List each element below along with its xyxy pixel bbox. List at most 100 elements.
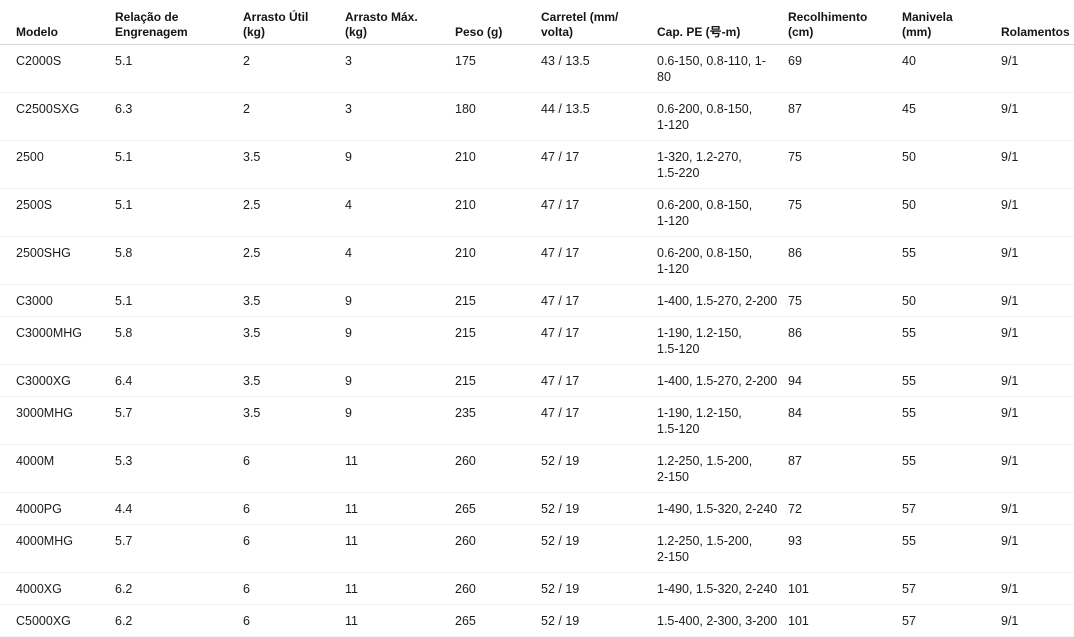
cell-modelo: C3000MHG: [0, 316, 115, 365]
column-header-relacao-engrenagem: Relação de Engrenagem: [115, 0, 243, 45]
cell-peso: 265: [455, 492, 541, 525]
cell-manivela: 57: [902, 492, 1001, 525]
column-header-arrasto-max: Arrasto Máx. (kg): [345, 0, 455, 45]
cell-arrasto-util: 2: [243, 92, 345, 141]
cell-peso: 210: [455, 236, 541, 285]
cell-peso: 260: [455, 572, 541, 605]
cell-recolhimento: 87: [788, 92, 902, 141]
cell-arrasto-max: 11: [345, 604, 455, 637]
cell-rolamentos: 9/1: [1001, 316, 1074, 365]
cell-relacao-engrenagem: 5.7: [115, 396, 243, 445]
cell-relacao-engrenagem: 5.1: [115, 188, 243, 237]
table-row: 4000MHG 5.7 6 11 260 52 / 19 1.2-250, 1.5-200,…: [0, 524, 1074, 573]
table-body: C2000S 5.1 2 3 175 43 / 13.5 0.6-150, 0.8-110,…: [0, 44, 1074, 637]
cell-arrasto-util: 6: [243, 444, 345, 493]
cell-recolhimento: 84: [788, 396, 902, 445]
cell-cap-pe: 1-490, 1.5-320, 2-240: [657, 492, 788, 525]
cell-rolamentos: 9/1: [1001, 92, 1074, 141]
table-row: 4000PG 4.4 6 11 265 52 / 19 1-490, 1.5-320, 2-…: [0, 492, 1074, 525]
cell-recolhimento: 75: [788, 188, 902, 237]
cell-relacao-engrenagem: 5.8: [115, 236, 243, 285]
cell-recolhimento: 94: [788, 364, 902, 397]
cell-peso: 260: [455, 444, 541, 493]
cell-relacao-engrenagem: 5.7: [115, 524, 243, 573]
cell-rolamentos: 9/1: [1001, 140, 1074, 189]
table-header-row: Modelo Relação de Engrenagem Arrasto Útil …: [0, 0, 1074, 45]
table-row: 4000XG 6.2 6 11 260 52 / 19 1-490, 1.5-320, 2-…: [0, 572, 1074, 605]
cell-manivela: 55: [902, 524, 1001, 573]
cell-rolamentos: 9/1: [1001, 604, 1074, 637]
cell-rolamentos: 9/1: [1001, 444, 1074, 493]
cell-arrasto-max: 3: [345, 92, 455, 141]
column-header-manivela: Manivela (mm): [902, 0, 1001, 45]
cell-manivela: 50: [902, 284, 1001, 317]
cell-relacao-engrenagem: 5.3: [115, 444, 243, 493]
cell-cap-pe: 1-400, 1.5-270, 2-200: [657, 364, 788, 397]
cell-recolhimento: 86: [788, 236, 902, 285]
cell-carretel: 52 / 19: [541, 524, 657, 573]
cell-relacao-engrenagem: 5.1: [115, 44, 243, 93]
cell-cap-pe: 1.2-250, 1.5-200, 2-150: [657, 524, 788, 573]
cell-manivela: 55: [902, 444, 1001, 493]
cell-carretel: 47 / 17: [541, 316, 657, 365]
cell-recolhimento: 86: [788, 316, 902, 365]
cell-peso: 215: [455, 284, 541, 317]
cell-relacao-engrenagem: 5.1: [115, 284, 243, 317]
cell-recolhimento: 72: [788, 492, 902, 525]
cell-cap-pe: 1.2-250, 1.5-200, 2-150: [657, 444, 788, 493]
cell-modelo: 2500S: [0, 188, 115, 237]
cell-arrasto-util: 3.5: [243, 140, 345, 189]
cell-peso: 175: [455, 44, 541, 93]
table-row: C3000XG 6.4 3.5 9 215 47 / 17 1-400, 1.5-270, …: [0, 364, 1074, 397]
cell-modelo: 4000M: [0, 444, 115, 493]
cell-carretel: 47 / 17: [541, 284, 657, 317]
cell-carretel: 47 / 17: [541, 364, 657, 397]
cell-carretel: 47 / 17: [541, 188, 657, 237]
cell-cap-pe: 1-320, 1.2-270, 1.5-220: [657, 140, 788, 189]
cell-cap-pe: 1-190, 1.2-150, 1.5-120: [657, 316, 788, 365]
cell-peso: 210: [455, 140, 541, 189]
cell-arrasto-util: 6: [243, 604, 345, 637]
cell-arrasto-max: 4: [345, 236, 455, 285]
cell-rolamentos: 9/1: [1001, 284, 1074, 317]
cell-modelo: C5000XG: [0, 604, 115, 637]
cell-manivela: 55: [902, 236, 1001, 285]
cell-manivela: 55: [902, 316, 1001, 365]
cell-carretel: 47 / 17: [541, 236, 657, 285]
cell-arrasto-max: 9: [345, 396, 455, 445]
cell-arrasto-util: 6: [243, 492, 345, 525]
table-row: 2500SHG 5.8 2.5 4 210 47 / 17 0.6-200, 0.8-150…: [0, 236, 1074, 285]
cell-arrasto-max: 11: [345, 572, 455, 605]
cell-rolamentos: 9/1: [1001, 524, 1074, 573]
cell-modelo: C3000XG: [0, 364, 115, 397]
cell-peso: 215: [455, 316, 541, 365]
cell-rolamentos: 9/1: [1001, 492, 1074, 525]
cell-cap-pe: 0.6-200, 0.8-150, 1-120: [657, 92, 788, 141]
cell-modelo: 2500SHG: [0, 236, 115, 285]
cell-recolhimento: 69: [788, 44, 902, 93]
cell-arrasto-max: 4: [345, 188, 455, 237]
cell-manivela: 55: [902, 396, 1001, 445]
cell-rolamentos: 9/1: [1001, 572, 1074, 605]
table-row: C2500SXG 6.3 2 3 180 44 / 13.5 0.6-200, 0.8-15…: [0, 92, 1074, 141]
cell-rolamentos: 9/1: [1001, 188, 1074, 237]
cell-rolamentos: 9/1: [1001, 364, 1074, 397]
cell-manivela: 57: [902, 604, 1001, 637]
cell-arrasto-max: 9: [345, 316, 455, 365]
cell-relacao-engrenagem: 6.4: [115, 364, 243, 397]
cell-arrasto-util: 2.5: [243, 236, 345, 285]
cell-relacao-engrenagem: 5.1: [115, 140, 243, 189]
cell-carretel: 52 / 19: [541, 444, 657, 493]
cell-relacao-engrenagem: 5.8: [115, 316, 243, 365]
cell-relacao-engrenagem: 6.2: [115, 604, 243, 637]
column-header-recolhimento: Recolhimento (cm): [788, 0, 902, 45]
table-row: 2500S 5.1 2.5 4 210 47 / 17 0.6-200, 0.8-150, …: [0, 188, 1074, 237]
cell-arrasto-util: 2: [243, 44, 345, 93]
cell-modelo: C2000S: [0, 44, 115, 93]
cell-arrasto-util: 3.5: [243, 316, 345, 365]
cell-recolhimento: 75: [788, 140, 902, 189]
cell-cap-pe: 0.6-200, 0.8-150, 1-120: [657, 188, 788, 237]
cell-peso: 180: [455, 92, 541, 141]
cell-arrasto-max: 9: [345, 140, 455, 189]
column-header-carretel: Carretel (mm/ volta): [541, 0, 657, 45]
